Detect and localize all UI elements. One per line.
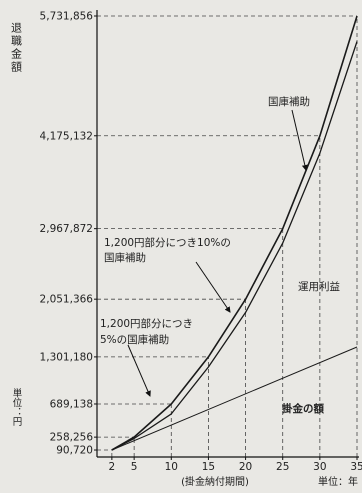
x-axis-label: (掛金納付期間) bbox=[181, 475, 249, 488]
series-line bbox=[111, 346, 358, 451]
annotation-10pct-line2: 国庫補助 bbox=[104, 251, 146, 264]
y-tick-label: 2,051,366 bbox=[40, 294, 94, 306]
annotation-10pct-line1: 1,200円部分につき10%の bbox=[104, 236, 231, 249]
annotation-arrow bbox=[127, 344, 151, 397]
y-tick-label: 2,967,872 bbox=[40, 223, 93, 235]
x-tick-label: 25 bbox=[276, 461, 289, 473]
annotation-investment-return: 運用利益 bbox=[298, 280, 340, 293]
y-axis-unit: 単位：円 bbox=[11, 387, 23, 427]
annotation-national-subsidy: 国庫補助 bbox=[268, 95, 310, 108]
y-tick-label: 1,301,180 bbox=[40, 351, 93, 363]
x-tick-label: 5 bbox=[131, 461, 138, 473]
annotation-5pct-line2: 5%の国庫補助 bbox=[100, 333, 169, 346]
y-tick-label: 90,720 bbox=[56, 445, 93, 457]
annotation-5pct-line1: 1,200円部分につき bbox=[100, 317, 193, 330]
annotation-arrow bbox=[291, 109, 308, 171]
y-axis-label: 退職金額 bbox=[10, 22, 23, 74]
x-tick-label: 35 bbox=[350, 461, 362, 473]
y-tick-label: 4,175,132 bbox=[40, 130, 93, 142]
series-line bbox=[111, 15, 358, 451]
x-tick-label: 30 bbox=[313, 461, 326, 473]
y-tick-label: 5,731,856 bbox=[40, 11, 94, 23]
annotation-arrow bbox=[195, 261, 231, 313]
x-axis-unit: 単位：年 bbox=[318, 475, 358, 488]
y-tick-label: 258,256 bbox=[50, 432, 94, 444]
x-tick-label: 2 bbox=[109, 461, 116, 473]
y-tick-label: 689,138 bbox=[50, 398, 93, 410]
x-tick-label: 15 bbox=[202, 461, 215, 473]
x-tick-label: 10 bbox=[165, 461, 178, 473]
x-tick-label: 20 bbox=[239, 461, 252, 473]
annotation-contribution-amount: 掛金の額 bbox=[282, 402, 324, 415]
series-line bbox=[111, 41, 358, 451]
